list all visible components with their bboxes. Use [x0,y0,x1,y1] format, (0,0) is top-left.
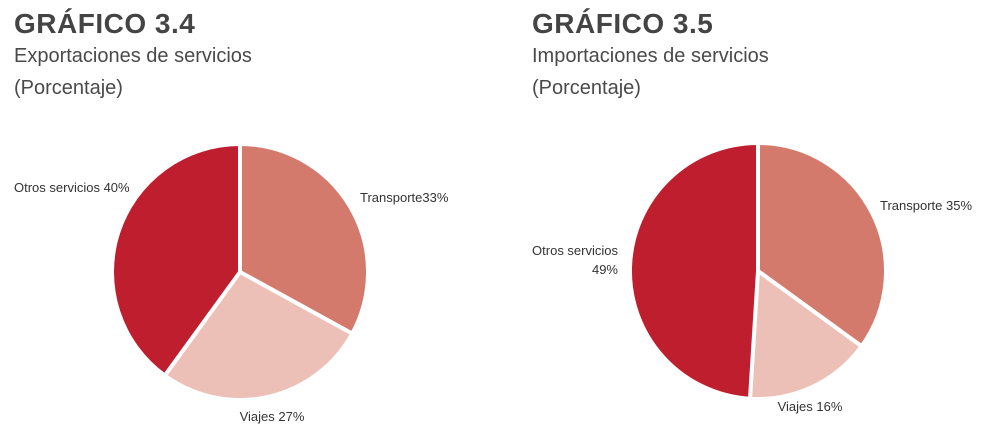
slice-label-otros-servicios: Otros servicios 40% [14,180,130,195]
chart-panel-imports: GRÁFICO 3.5 Importaciones de servicios (… [496,0,992,440]
pie-slice-viajes [747,269,864,401]
chart-title: GRÁFICO 3.5 [532,8,714,39]
slice-label-transporte: Transporte 35% [880,198,972,213]
chart-subtitle: Importaciones de servicios [532,45,769,67]
slice-label-otros-servicios: Otros servicios 49% [532,243,618,277]
pie-chart-exports: Transporte33% Viajes 27% Otros servicios 4… [14,142,449,424]
pie-slice-viajes [162,270,355,402]
chart-units: (Porcentaje) [14,77,123,99]
pie-slice-transporte [756,141,888,349]
pie-slice-otros-servicios [628,141,760,401]
pie-slice-transporte [238,142,370,336]
pie-slice-otros-servicios [110,142,242,378]
chart-subtitle: Exportaciones de servicios [14,45,252,67]
slice-label-viajes: Viajes 16% [778,399,843,414]
slice-label-transporte: Transporte33% [360,190,449,205]
slice-label-viajes: Viajes 27% [240,409,305,424]
chart-panel-exports: GRÁFICO 3.4 Exportaciones de servicios (… [14,8,449,424]
pie-chart-imports: Transporte 35% Viajes 16% Otros servicios 4… [532,141,972,414]
chart-units: (Porcentaje) [532,77,641,99]
chart-title: GRÁFICO 3.4 [14,8,196,39]
